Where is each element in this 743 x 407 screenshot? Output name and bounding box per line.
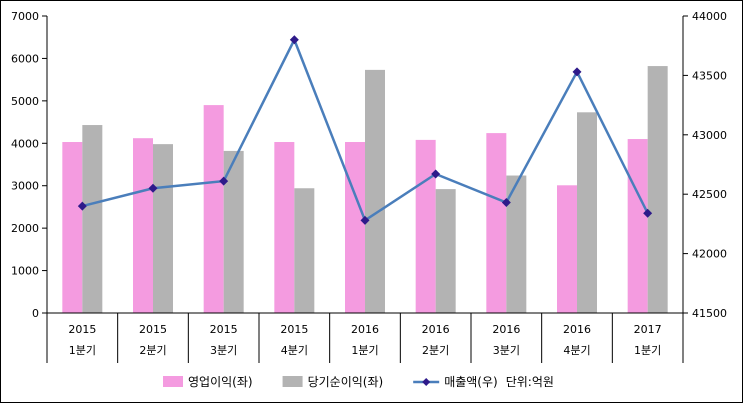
- x-tick-label-quarter: 4분기: [563, 344, 590, 357]
- bar-net-income: [82, 125, 102, 313]
- x-tick-label-year: 2015: [280, 323, 308, 336]
- x-tick-label-quarter: 3분기: [210, 344, 237, 357]
- bar-operating-profit: [133, 138, 153, 313]
- bar-net-income: [365, 70, 385, 313]
- x-tick-label-year: 2016: [563, 323, 591, 336]
- legend-unit-note: 단위:억원: [506, 375, 554, 389]
- x-tick-label-year: 2016: [422, 323, 450, 336]
- x-tick-label-quarter: 1분기: [351, 344, 378, 357]
- bar-operating-profit: [62, 142, 82, 313]
- y-left-tick-label: 3000: [11, 180, 39, 193]
- bar-operating-profit: [274, 142, 294, 313]
- x-tick-label-year: 2017: [634, 323, 662, 336]
- x-tick-label-year: 2016: [351, 323, 379, 336]
- legend-label: 당기순이익(좌): [308, 375, 384, 389]
- x-tick-label-quarter: 3분기: [493, 344, 520, 357]
- x-tick-label-year: 2015: [139, 323, 167, 336]
- bar-operating-profit: [204, 105, 224, 313]
- bar-operating-profit: [557, 185, 577, 313]
- bar-operating-profit: [345, 142, 365, 313]
- y-right-tick-label: 43000: [692, 129, 727, 142]
- y-left-tick-label: 6000: [11, 52, 39, 65]
- x-tick-label-year: 2015: [210, 323, 238, 336]
- bar-operating-profit: [416, 140, 436, 313]
- y-right-tick-label: 42000: [692, 248, 727, 261]
- bar-net-income: [577, 112, 597, 313]
- bar-net-income: [294, 188, 314, 313]
- legend-label: 영업이익(좌): [188, 375, 253, 389]
- bar-net-income: [436, 189, 456, 313]
- x-tick-label-quarter: 1분기: [634, 344, 661, 357]
- y-right-tick-label: 44000: [692, 10, 727, 23]
- x-tick-label-quarter: 2분기: [139, 344, 166, 357]
- x-tick-label-quarter: 2분기: [422, 344, 449, 357]
- y-right-tick-label: 43500: [692, 69, 727, 82]
- bar-net-income: [153, 144, 173, 313]
- y-left-tick-label: 5000: [11, 95, 39, 108]
- y-right-tick-label: 41500: [692, 307, 727, 320]
- y-left-tick-label: 1000: [11, 265, 39, 278]
- bar-net-income: [648, 66, 668, 313]
- x-tick-label-quarter: 1분기: [69, 344, 96, 357]
- y-left-tick-label: 0: [32, 307, 39, 320]
- x-tick-label-quarter: 4분기: [281, 344, 308, 357]
- y-left-tick-label: 4000: [11, 137, 39, 150]
- y-left-tick-label: 2000: [11, 222, 39, 235]
- y-left-tick-label: 7000: [11, 10, 39, 23]
- bar-operating-profit: [486, 133, 506, 313]
- legend-swatch: [283, 376, 303, 387]
- bar-operating-profit: [628, 139, 648, 313]
- legend-swatch: [163, 376, 183, 387]
- y-right-tick-label: 42500: [692, 188, 727, 201]
- x-tick-label-year: 2015: [68, 323, 96, 336]
- legend-label: 매출액(우): [444, 375, 498, 389]
- x-tick-label-year: 2016: [492, 323, 520, 336]
